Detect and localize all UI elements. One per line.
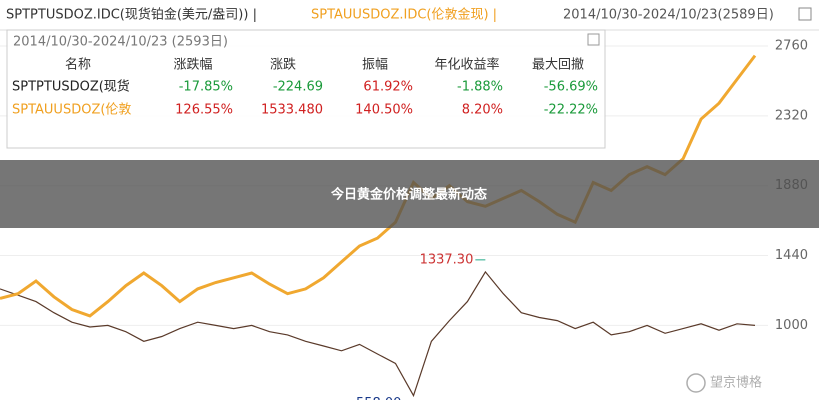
header-symbol: SPTPTUSDOZ.IDC(现货铂金(美元/盎司)) | bbox=[6, 7, 257, 23]
table-cell: -224.69 bbox=[273, 80, 323, 95]
table-cell: -1.88% bbox=[457, 80, 503, 95]
table-cell: 1533.480 bbox=[261, 103, 323, 118]
watermark: 望京博格 bbox=[710, 375, 762, 391]
table-box bbox=[6, 29, 606, 149]
row-name: SPTPTUSDOZ(现货 bbox=[12, 79, 130, 95]
table-cell: 126.55% bbox=[175, 103, 233, 118]
column-header: 振幅 bbox=[362, 58, 388, 73]
column-header: 名称 bbox=[65, 57, 91, 73]
row-name: SPTAUUSDOZ(伦敦 bbox=[12, 102, 131, 118]
annotation: 1337.30 bbox=[420, 252, 474, 267]
table-cell: 61.92% bbox=[363, 80, 413, 95]
banner bbox=[0, 160, 819, 228]
column-header: 涨跌幅 bbox=[173, 57, 212, 73]
y-tick-label: 1000 bbox=[775, 318, 808, 333]
y-tick-label: 1440 bbox=[775, 248, 808, 263]
y-tick-label: 2760 bbox=[775, 39, 808, 54]
column-header: 年化收益率 bbox=[434, 57, 499, 73]
table-cell: 140.50% bbox=[355, 103, 413, 118]
table-cell: -56.69% bbox=[544, 80, 598, 95]
annotation: 558.00 bbox=[356, 396, 402, 400]
table-close bbox=[587, 33, 600, 46]
header-bar bbox=[0, 0, 819, 30]
banner-title: 今日黄金价格调整最新动态 bbox=[330, 187, 487, 203]
series-line bbox=[0, 270, 756, 398]
watermark-icon bbox=[686, 373, 706, 393]
y-tick-label: 2320 bbox=[775, 108, 808, 123]
table-cell: -22.22% bbox=[544, 103, 598, 118]
close-icon bbox=[798, 7, 812, 21]
table-cell: 8.20% bbox=[462, 103, 503, 118]
table-cell: -17.85% bbox=[179, 80, 233, 95]
column-header: 最大回撤 bbox=[532, 57, 584, 73]
header-symbol: SPTAUUSDOZ.IDC(伦敦金现) | bbox=[311, 7, 497, 23]
table-title: 2014/10/30-2024/10/23 (2593日) bbox=[13, 35, 228, 50]
column-header: 涨跌 bbox=[270, 57, 296, 73]
header-range: 2014/10/30-2024/10/23(2589日) bbox=[563, 8, 774, 23]
